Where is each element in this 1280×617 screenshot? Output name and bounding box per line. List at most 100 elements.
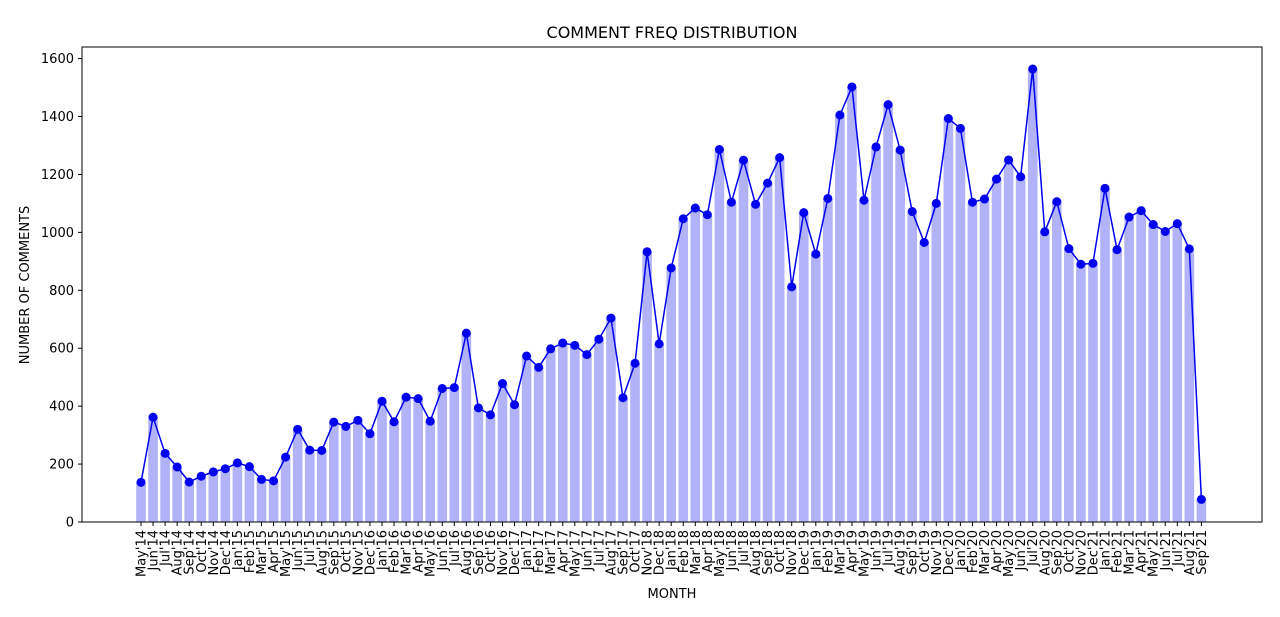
data-point xyxy=(823,193,833,203)
x-tick-label: Oct'15 xyxy=(339,530,354,573)
x-tick-label: Sep'14 xyxy=(183,530,198,575)
x-tick-label: Jul'17 xyxy=(592,530,607,567)
y-tick-label: 200 xyxy=(49,458,74,473)
bar xyxy=(786,286,797,522)
bar xyxy=(485,414,496,522)
y-tick-label: 1400 xyxy=(41,110,74,125)
bar xyxy=(437,388,448,522)
bar xyxy=(871,146,881,523)
bar xyxy=(955,128,966,522)
x-tick-label: Sep'17 xyxy=(617,530,632,575)
bar xyxy=(461,333,472,522)
x-tick-label: Oct'18 xyxy=(773,530,788,573)
x-tick-label: Nov'19 xyxy=(930,530,945,576)
data-point xyxy=(534,362,544,372)
data-point xyxy=(943,114,953,124)
x-tick-label: Mar'15 xyxy=(255,530,270,575)
x-tick-label: Jun'15 xyxy=(291,530,306,571)
x-tick-label: Jan'15 xyxy=(231,530,246,571)
data-point xyxy=(763,178,773,188)
x-tick-label: Jul'15 xyxy=(303,530,318,567)
x-tick-label: Dec'18 xyxy=(653,530,668,575)
bar xyxy=(943,118,954,522)
bar xyxy=(630,363,640,522)
bar xyxy=(823,198,833,523)
bar xyxy=(1027,69,1038,522)
data-point xyxy=(329,417,339,427)
data-point xyxy=(1112,245,1122,255)
data-point xyxy=(835,110,845,120)
bar xyxy=(1196,499,1207,522)
x-tick-label: Oct'16 xyxy=(484,530,499,573)
bar xyxy=(328,422,339,522)
x-tick-label: Nov'20 xyxy=(1074,530,1089,576)
x-tick-label: Feb'18 xyxy=(677,530,692,573)
bar xyxy=(316,450,327,522)
bar xyxy=(545,348,556,522)
bar xyxy=(557,343,568,522)
data-point xyxy=(702,210,712,220)
x-tick-label: Jun'18 xyxy=(725,530,740,571)
bar xyxy=(220,468,231,522)
data-point xyxy=(847,82,857,92)
data-point xyxy=(184,477,194,487)
data-point xyxy=(678,214,688,224)
x-tick-label: May'15 xyxy=(279,530,294,577)
data-point xyxy=(618,393,628,403)
bar xyxy=(967,202,978,523)
y-tick-label: 400 xyxy=(49,400,74,415)
x-tick-label: Sep'19 xyxy=(906,530,921,575)
bar xyxy=(244,466,255,522)
x-axis: May'14Jun'14Jul'14Aug'14Sep'14Oct'14Nov'… xyxy=(135,522,1210,577)
data-point xyxy=(269,476,279,486)
x-tick-label: Jul'19 xyxy=(882,530,897,567)
x-tick-label: Jan'19 xyxy=(809,530,824,571)
chart-title: COMMENT FREQ DISTRIBUTION xyxy=(547,23,798,42)
y-tick-label: 800 xyxy=(49,284,74,299)
bar xyxy=(1148,224,1159,523)
bar xyxy=(774,157,785,522)
x-tick-label: Sep'15 xyxy=(327,530,342,575)
data-point xyxy=(666,263,676,273)
bar xyxy=(160,453,170,522)
bar xyxy=(1039,231,1050,523)
data-point xyxy=(1088,258,1098,268)
bar xyxy=(1076,264,1086,522)
bar xyxy=(256,479,267,522)
x-tick-label: Jul'21 xyxy=(1171,530,1186,567)
x-tick-label: Mar'21 xyxy=(1123,530,1138,575)
bar xyxy=(654,343,664,523)
x-tick-label: Dec'20 xyxy=(942,530,957,575)
x-tick-label: Feb'21 xyxy=(1111,530,1126,573)
data-point xyxy=(919,238,929,247)
data-point xyxy=(1136,206,1146,216)
bar xyxy=(847,86,857,522)
x-tick-label: Aug'21 xyxy=(1183,530,1198,576)
x-tick-label: Aug'15 xyxy=(315,530,330,576)
x-tick-label: Jan'17 xyxy=(520,530,535,571)
bar xyxy=(1136,210,1146,522)
x-tick-label: Mar'19 xyxy=(833,530,848,575)
data-point xyxy=(353,415,363,425)
data-point xyxy=(654,339,664,349)
data-point xyxy=(377,396,387,406)
x-tick-label: Apr'15 xyxy=(267,530,282,573)
bar xyxy=(341,426,351,522)
x-tick-label: Jun'16 xyxy=(436,530,451,571)
bar xyxy=(292,429,303,522)
x-tick-label: May'17 xyxy=(568,530,583,577)
x-tick-label: May'19 xyxy=(858,530,873,577)
data-point xyxy=(160,448,170,458)
data-point xyxy=(1124,212,1134,222)
x-tick-label: Jan'18 xyxy=(665,530,680,571)
data-point xyxy=(485,410,495,420)
bar xyxy=(582,354,592,522)
bar xyxy=(666,267,677,522)
data-point xyxy=(558,338,568,348)
y-axis-title: NUMBER OF COMMENTS xyxy=(18,206,33,364)
data-point xyxy=(220,464,230,474)
data-point xyxy=(907,207,917,217)
bar xyxy=(1124,217,1134,522)
bar xyxy=(1172,223,1183,522)
bar xyxy=(509,404,520,522)
